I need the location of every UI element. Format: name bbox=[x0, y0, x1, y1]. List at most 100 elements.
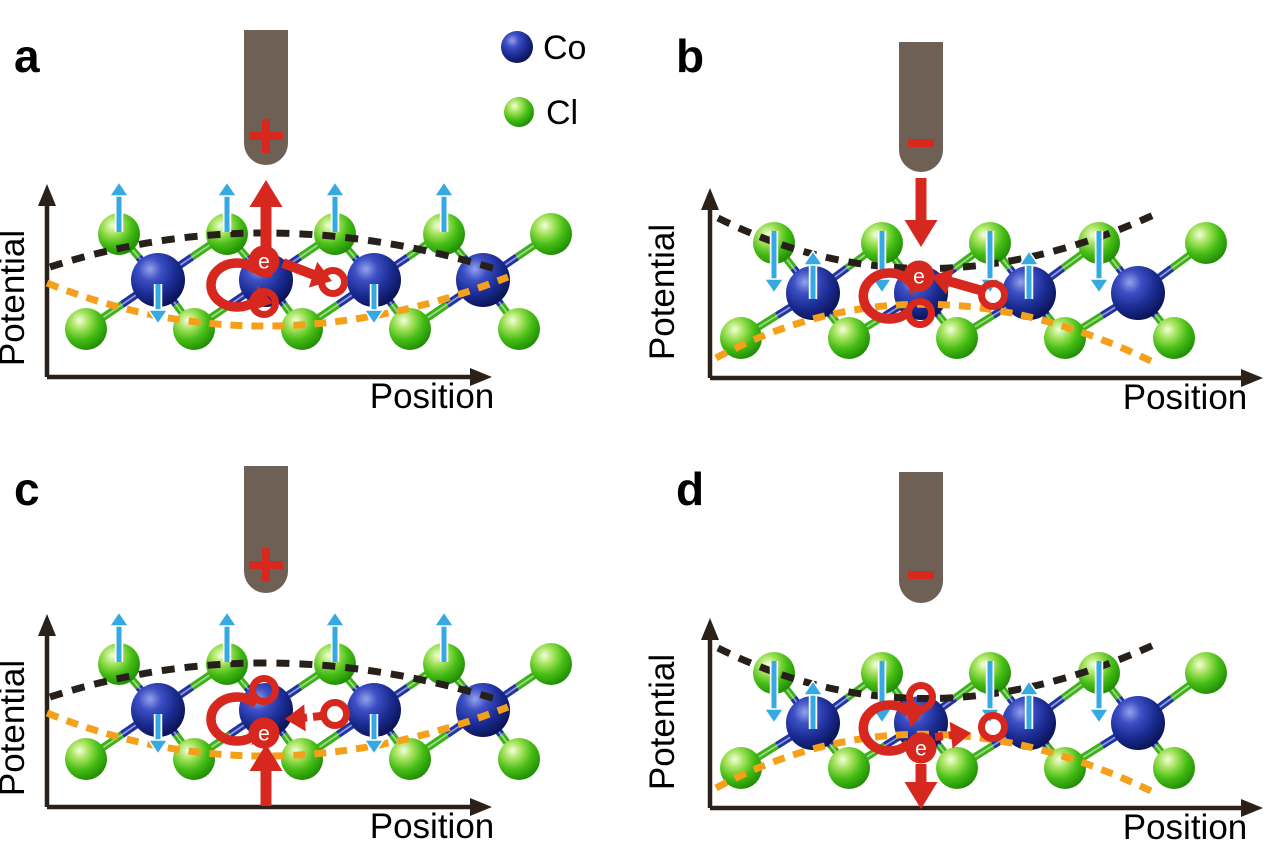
orbit-arrow bbox=[858, 268, 913, 324]
cl-atom bbox=[281, 308, 323, 350]
cl-spin-up-arrow-head bbox=[324, 180, 346, 197]
panel-label-a: a bbox=[14, 30, 40, 82]
panel-a-svg: Potential Position e a Co Cl bbox=[0, 29, 586, 416]
cl-spin-up-arrow-head bbox=[216, 180, 238, 197]
cl-atom bbox=[389, 738, 431, 780]
x-axis-label: Position bbox=[370, 807, 495, 846]
co-atom bbox=[347, 253, 401, 307]
panel-label-c: c bbox=[14, 463, 40, 515]
x-axis-arrowhead bbox=[1241, 369, 1263, 387]
panel-d-svg: Potential Position e d bbox=[643, 463, 1263, 847]
cl-spin-down-arrow-head bbox=[1088, 708, 1110, 725]
transfer-arrow-dashed-shaft bbox=[934, 731, 954, 741]
orbit-arrow bbox=[206, 258, 260, 312]
electron-circle bbox=[248, 717, 280, 749]
cl-atom bbox=[498, 308, 540, 350]
x-axis-label: Position bbox=[1123, 808, 1248, 847]
tip bbox=[899, 472, 943, 603]
cl-atom bbox=[1044, 317, 1086, 359]
cl-atom bbox=[936, 317, 978, 359]
y-axis-label: Potential bbox=[0, 660, 32, 796]
electron-circle bbox=[903, 260, 935, 292]
electron-label: e bbox=[915, 738, 927, 761]
hole-ring bbox=[978, 712, 1008, 742]
transfer-arrow-head bbox=[285, 704, 306, 732]
hole-ring bbox=[978, 280, 1008, 310]
hole-ring bbox=[249, 288, 279, 318]
cl-atom bbox=[1185, 222, 1227, 264]
panel-c-svg: Potential Position e c bbox=[0, 463, 572, 846]
x-axis-label: Position bbox=[1123, 378, 1248, 417]
potential-curve-black bbox=[48, 659, 504, 705]
y-axis-arrowhead bbox=[701, 188, 719, 210]
legend-cl-label: Cl bbox=[546, 94, 578, 132]
electron-label: e bbox=[258, 723, 270, 746]
cl-atom bbox=[828, 747, 870, 789]
x-axis-arrowhead bbox=[470, 368, 492, 386]
cl-atom bbox=[1153, 747, 1195, 789]
legend-cl-sphere bbox=[504, 97, 534, 127]
co-spin-up-arrow-head bbox=[802, 679, 824, 696]
hole-ring bbox=[906, 682, 936, 712]
cl-atom bbox=[281, 738, 323, 780]
cl-atom bbox=[173, 308, 215, 350]
cl-atom bbox=[423, 213, 465, 255]
panel-label-b: b bbox=[676, 30, 704, 82]
panel-d: Potential Position e d bbox=[640, 430, 1267, 856]
panel-b-svg: Potential Position e b bbox=[643, 30, 1263, 417]
cl-spin-down-arrow-head bbox=[763, 708, 785, 725]
cl-spin-up-arrow-head bbox=[324, 610, 346, 627]
hole-ring bbox=[318, 267, 348, 297]
cl-atom bbox=[936, 747, 978, 789]
electron-circle bbox=[905, 732, 937, 764]
co-spin-up-arrow-head bbox=[802, 249, 824, 266]
cl-spin-up-arrow-head bbox=[433, 180, 455, 197]
hole-ring bbox=[320, 699, 350, 729]
cl-atom bbox=[389, 308, 431, 350]
cl-spin-down-arrow-head bbox=[871, 278, 893, 295]
co-atom bbox=[131, 683, 185, 737]
transfer-arrow-dashed-shaft bbox=[302, 712, 322, 722]
potential-curve-black bbox=[48, 229, 504, 275]
co-atom bbox=[1111, 696, 1165, 750]
hole-ring bbox=[905, 298, 935, 328]
potential-curve-orange bbox=[45, 703, 510, 760]
electron-label: e bbox=[913, 266, 925, 289]
legend-co-sphere bbox=[501, 31, 533, 63]
electron-circle bbox=[248, 245, 280, 277]
hole-ring bbox=[249, 675, 279, 705]
y-axis-arrowhead bbox=[701, 618, 719, 640]
orbit-arrow bbox=[206, 692, 260, 746]
electron-label: e bbox=[258, 251, 270, 274]
cl-spin-up-arrow-head bbox=[108, 610, 130, 627]
co-atom bbox=[347, 683, 401, 737]
y-axis-label: Potential bbox=[643, 654, 682, 790]
transfer-arrow-shaft bbox=[281, 258, 316, 280]
cl-spin-down-arrow-head bbox=[763, 278, 785, 295]
co-spin-down-arrow-head bbox=[363, 739, 385, 756]
cl-atom bbox=[173, 738, 215, 780]
field-arrow-head bbox=[249, 744, 283, 771]
co-atom bbox=[1111, 266, 1165, 320]
field-arrow-head bbox=[904, 782, 938, 809]
x-axis-arrowhead bbox=[1241, 799, 1263, 817]
cl-spin-up-arrow-head bbox=[216, 610, 238, 627]
cl-atom bbox=[1044, 747, 1086, 789]
potential-curve-orange bbox=[45, 273, 510, 330]
cl-atom bbox=[720, 317, 762, 359]
co-spin-down-arrow-head bbox=[147, 739, 169, 756]
tip bbox=[899, 42, 943, 172]
tip bbox=[244, 30, 288, 165]
cl-atom bbox=[206, 643, 248, 685]
y-axis-label: Potential bbox=[643, 224, 682, 360]
y-axis-label: Potential bbox=[0, 230, 32, 366]
panel-b: Potential Position e b bbox=[640, 0, 1267, 430]
y-axis-arrowhead bbox=[38, 184, 56, 206]
co-atom bbox=[131, 253, 185, 307]
cl-atom bbox=[423, 643, 465, 685]
cl-atom bbox=[98, 213, 140, 255]
transfer-arrow-head bbox=[931, 268, 954, 295]
x-axis-arrowhead bbox=[470, 798, 492, 816]
panel-c: Potential Position e c bbox=[0, 430, 640, 856]
cl-atom bbox=[530, 213, 572, 255]
